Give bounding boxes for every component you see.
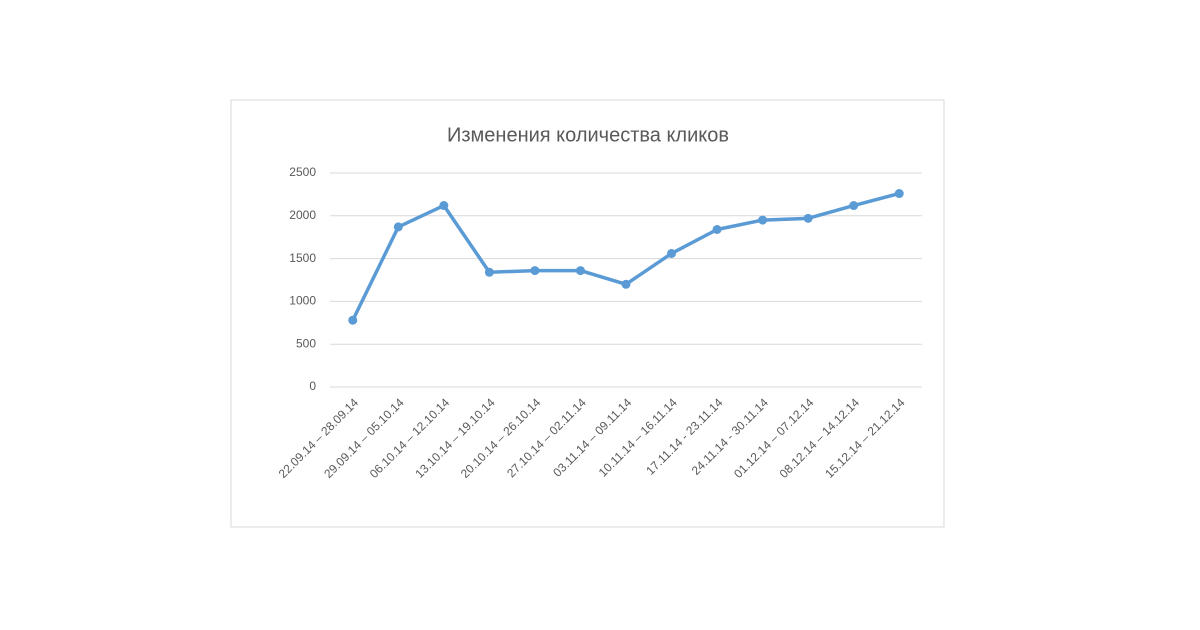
y-tick-label: 2000 xyxy=(289,208,316,222)
data-point xyxy=(803,213,813,223)
chart-frame xyxy=(230,99,945,528)
data-point xyxy=(393,222,403,232)
data-point xyxy=(667,248,677,258)
y-tick-label: 1000 xyxy=(289,294,316,308)
y-tick-label: 2500 xyxy=(289,165,316,179)
data-point xyxy=(348,315,358,325)
y-tick-label: 500 xyxy=(296,336,316,350)
data-point xyxy=(530,266,540,276)
y-tick-label: 1500 xyxy=(289,251,316,265)
data-point xyxy=(758,215,768,225)
data-point xyxy=(439,201,449,211)
chart-title: Изменения количества кликов xyxy=(447,124,729,146)
data-point xyxy=(621,279,631,289)
data-point xyxy=(849,201,859,211)
data-point xyxy=(712,224,722,234)
data-point xyxy=(484,267,494,277)
data-point xyxy=(894,189,904,199)
data-point xyxy=(575,266,585,276)
y-tick-label: 0 xyxy=(309,379,316,393)
